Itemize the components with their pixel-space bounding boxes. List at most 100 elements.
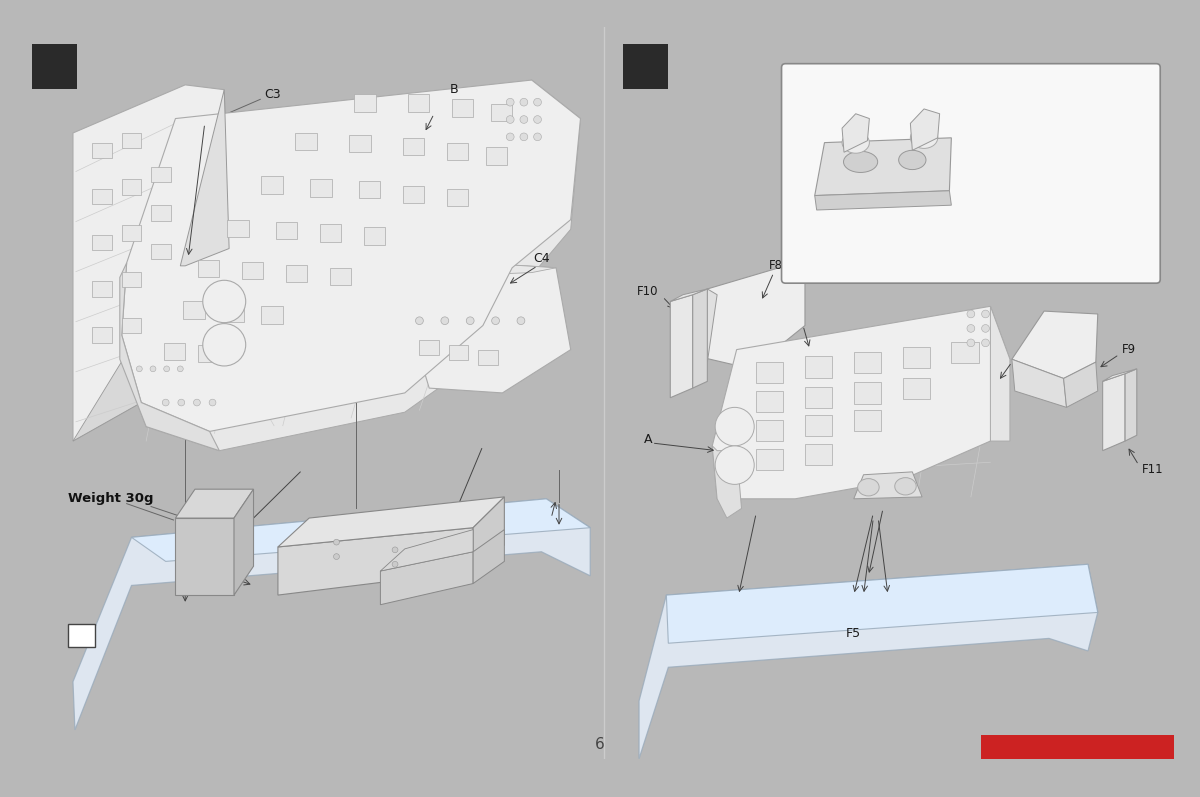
Bar bbox=[902, 347, 930, 368]
Bar bbox=[451, 100, 473, 116]
Text: 7: 7 bbox=[44, 52, 65, 81]
Polygon shape bbox=[697, 263, 805, 369]
Polygon shape bbox=[1012, 359, 1067, 407]
Text: Weight 30g: Weight 30g bbox=[68, 493, 154, 505]
Bar bbox=[805, 356, 833, 378]
Bar bbox=[320, 225, 341, 241]
Circle shape bbox=[162, 399, 169, 406]
Polygon shape bbox=[380, 530, 473, 571]
Bar bbox=[310, 179, 331, 197]
Bar bbox=[756, 391, 784, 412]
Polygon shape bbox=[73, 266, 180, 441]
Bar bbox=[756, 362, 784, 383]
Circle shape bbox=[178, 366, 184, 371]
Polygon shape bbox=[73, 499, 590, 730]
Text: 8: 8 bbox=[635, 52, 656, 81]
Bar bbox=[354, 95, 376, 112]
Ellipse shape bbox=[844, 151, 877, 172]
Polygon shape bbox=[278, 528, 473, 595]
Bar bbox=[184, 301, 205, 319]
Bar bbox=[92, 235, 112, 250]
Bar bbox=[32, 45, 77, 88]
Text: C4: C4 bbox=[533, 252, 550, 265]
Circle shape bbox=[163, 366, 169, 371]
Bar bbox=[151, 205, 170, 221]
Polygon shape bbox=[815, 190, 952, 210]
Bar bbox=[295, 133, 317, 151]
Bar bbox=[403, 138, 425, 155]
Bar bbox=[980, 735, 1174, 768]
Polygon shape bbox=[400, 263, 556, 316]
Polygon shape bbox=[1103, 369, 1136, 382]
Ellipse shape bbox=[911, 128, 937, 148]
Circle shape bbox=[982, 324, 990, 332]
Circle shape bbox=[715, 407, 755, 446]
Text: C3: C3 bbox=[265, 88, 281, 101]
Text: F4: F4 bbox=[842, 78, 856, 88]
Text: 6: 6 bbox=[595, 736, 605, 752]
Polygon shape bbox=[671, 295, 692, 398]
Bar bbox=[121, 179, 142, 194]
Circle shape bbox=[193, 399, 200, 406]
Bar bbox=[227, 220, 248, 237]
Bar bbox=[446, 143, 468, 160]
Text: F11: F11 bbox=[1141, 463, 1163, 477]
Polygon shape bbox=[404, 263, 571, 393]
Bar bbox=[805, 387, 833, 408]
Bar bbox=[151, 167, 170, 182]
Circle shape bbox=[982, 310, 990, 318]
Polygon shape bbox=[473, 497, 504, 571]
Circle shape bbox=[334, 540, 340, 545]
Polygon shape bbox=[278, 497, 504, 547]
Bar bbox=[198, 260, 220, 277]
Bar bbox=[198, 345, 220, 362]
Bar bbox=[92, 281, 112, 296]
Bar bbox=[276, 222, 298, 239]
Polygon shape bbox=[132, 499, 590, 561]
Circle shape bbox=[209, 399, 216, 406]
Circle shape bbox=[520, 98, 528, 106]
Bar bbox=[242, 262, 263, 279]
Bar bbox=[756, 449, 784, 470]
Bar bbox=[449, 345, 468, 360]
Bar bbox=[952, 342, 979, 363]
Polygon shape bbox=[853, 472, 922, 499]
Text: F12: F12 bbox=[793, 219, 814, 230]
Circle shape bbox=[517, 317, 524, 324]
Bar bbox=[163, 343, 185, 360]
Bar bbox=[330, 268, 352, 285]
Bar bbox=[853, 383, 881, 403]
Bar bbox=[403, 186, 425, 203]
Polygon shape bbox=[120, 80, 581, 450]
Circle shape bbox=[415, 317, 424, 324]
Bar bbox=[262, 306, 283, 324]
Bar bbox=[902, 378, 930, 398]
Ellipse shape bbox=[842, 132, 869, 153]
Circle shape bbox=[440, 317, 449, 324]
Bar bbox=[121, 272, 142, 287]
Circle shape bbox=[150, 366, 156, 371]
Circle shape bbox=[492, 317, 499, 324]
Circle shape bbox=[520, 116, 528, 124]
Text: B: B bbox=[449, 83, 458, 96]
Polygon shape bbox=[815, 138, 952, 195]
Circle shape bbox=[520, 133, 528, 141]
Text: HOBBY SEARCH: HOBBY SEARCH bbox=[1010, 746, 1106, 756]
Text: A: A bbox=[644, 433, 653, 446]
Bar bbox=[446, 189, 468, 206]
Bar bbox=[364, 227, 385, 245]
Circle shape bbox=[967, 324, 974, 332]
Text: F8: F8 bbox=[769, 259, 782, 273]
Bar bbox=[756, 420, 784, 441]
Circle shape bbox=[506, 133, 514, 141]
Bar bbox=[92, 189, 112, 204]
Polygon shape bbox=[121, 80, 581, 431]
Bar bbox=[262, 176, 283, 194]
Polygon shape bbox=[175, 518, 234, 595]
Bar bbox=[121, 318, 142, 333]
Circle shape bbox=[392, 547, 398, 553]
Bar bbox=[408, 95, 430, 112]
Bar bbox=[286, 265, 307, 282]
FancyBboxPatch shape bbox=[781, 64, 1160, 283]
Polygon shape bbox=[1063, 362, 1098, 407]
